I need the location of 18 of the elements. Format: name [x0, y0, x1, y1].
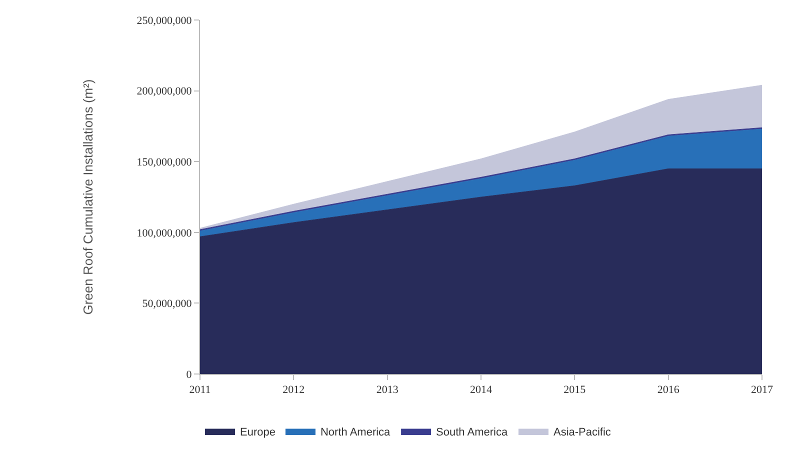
y-tick-label: 100,000,000 — [136, 227, 192, 240]
x-tick-label: 2013 — [376, 384, 399, 396]
x-tick-label: 2014 — [470, 384, 492, 396]
legend-label: North America — [320, 426, 392, 438]
y-tick-label: 250,000,000 — [136, 14, 192, 27]
legend-label: South America — [436, 426, 508, 438]
x-tick-label: 2017 — [751, 384, 774, 396]
y-axis-title: Green Roof Cumulative Installations (m²) — [80, 79, 96, 315]
x-tick-label: 2011 — [189, 384, 211, 396]
y-tick-label: 200,000,000 — [136, 86, 192, 98]
legend-label: Asia-Pacific — [553, 426, 612, 438]
x-tick-label: 2016 — [657, 384, 680, 396]
x-tick-label: 2012 — [282, 384, 305, 396]
y-tick-label: 0 — [186, 368, 192, 381]
y-tick-label: 150,000,000 — [136, 156, 192, 168]
y-tick-label: 50,000,000 — [142, 298, 192, 310]
x-tick-label: 2015 — [564, 384, 586, 396]
legend-label: Europe — [240, 426, 276, 438]
